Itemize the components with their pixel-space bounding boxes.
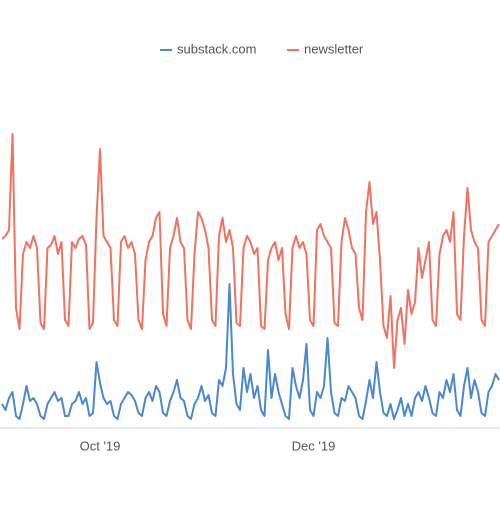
line-series	[1, 283, 500, 420]
legend-label: newsletter	[304, 41, 364, 56]
x-tick-label: Dec '19	[292, 438, 336, 453]
line-series	[1, 133, 500, 369]
x-tick-label: Oct '19	[80, 438, 121, 453]
legend-label: substack.com	[177, 41, 256, 56]
